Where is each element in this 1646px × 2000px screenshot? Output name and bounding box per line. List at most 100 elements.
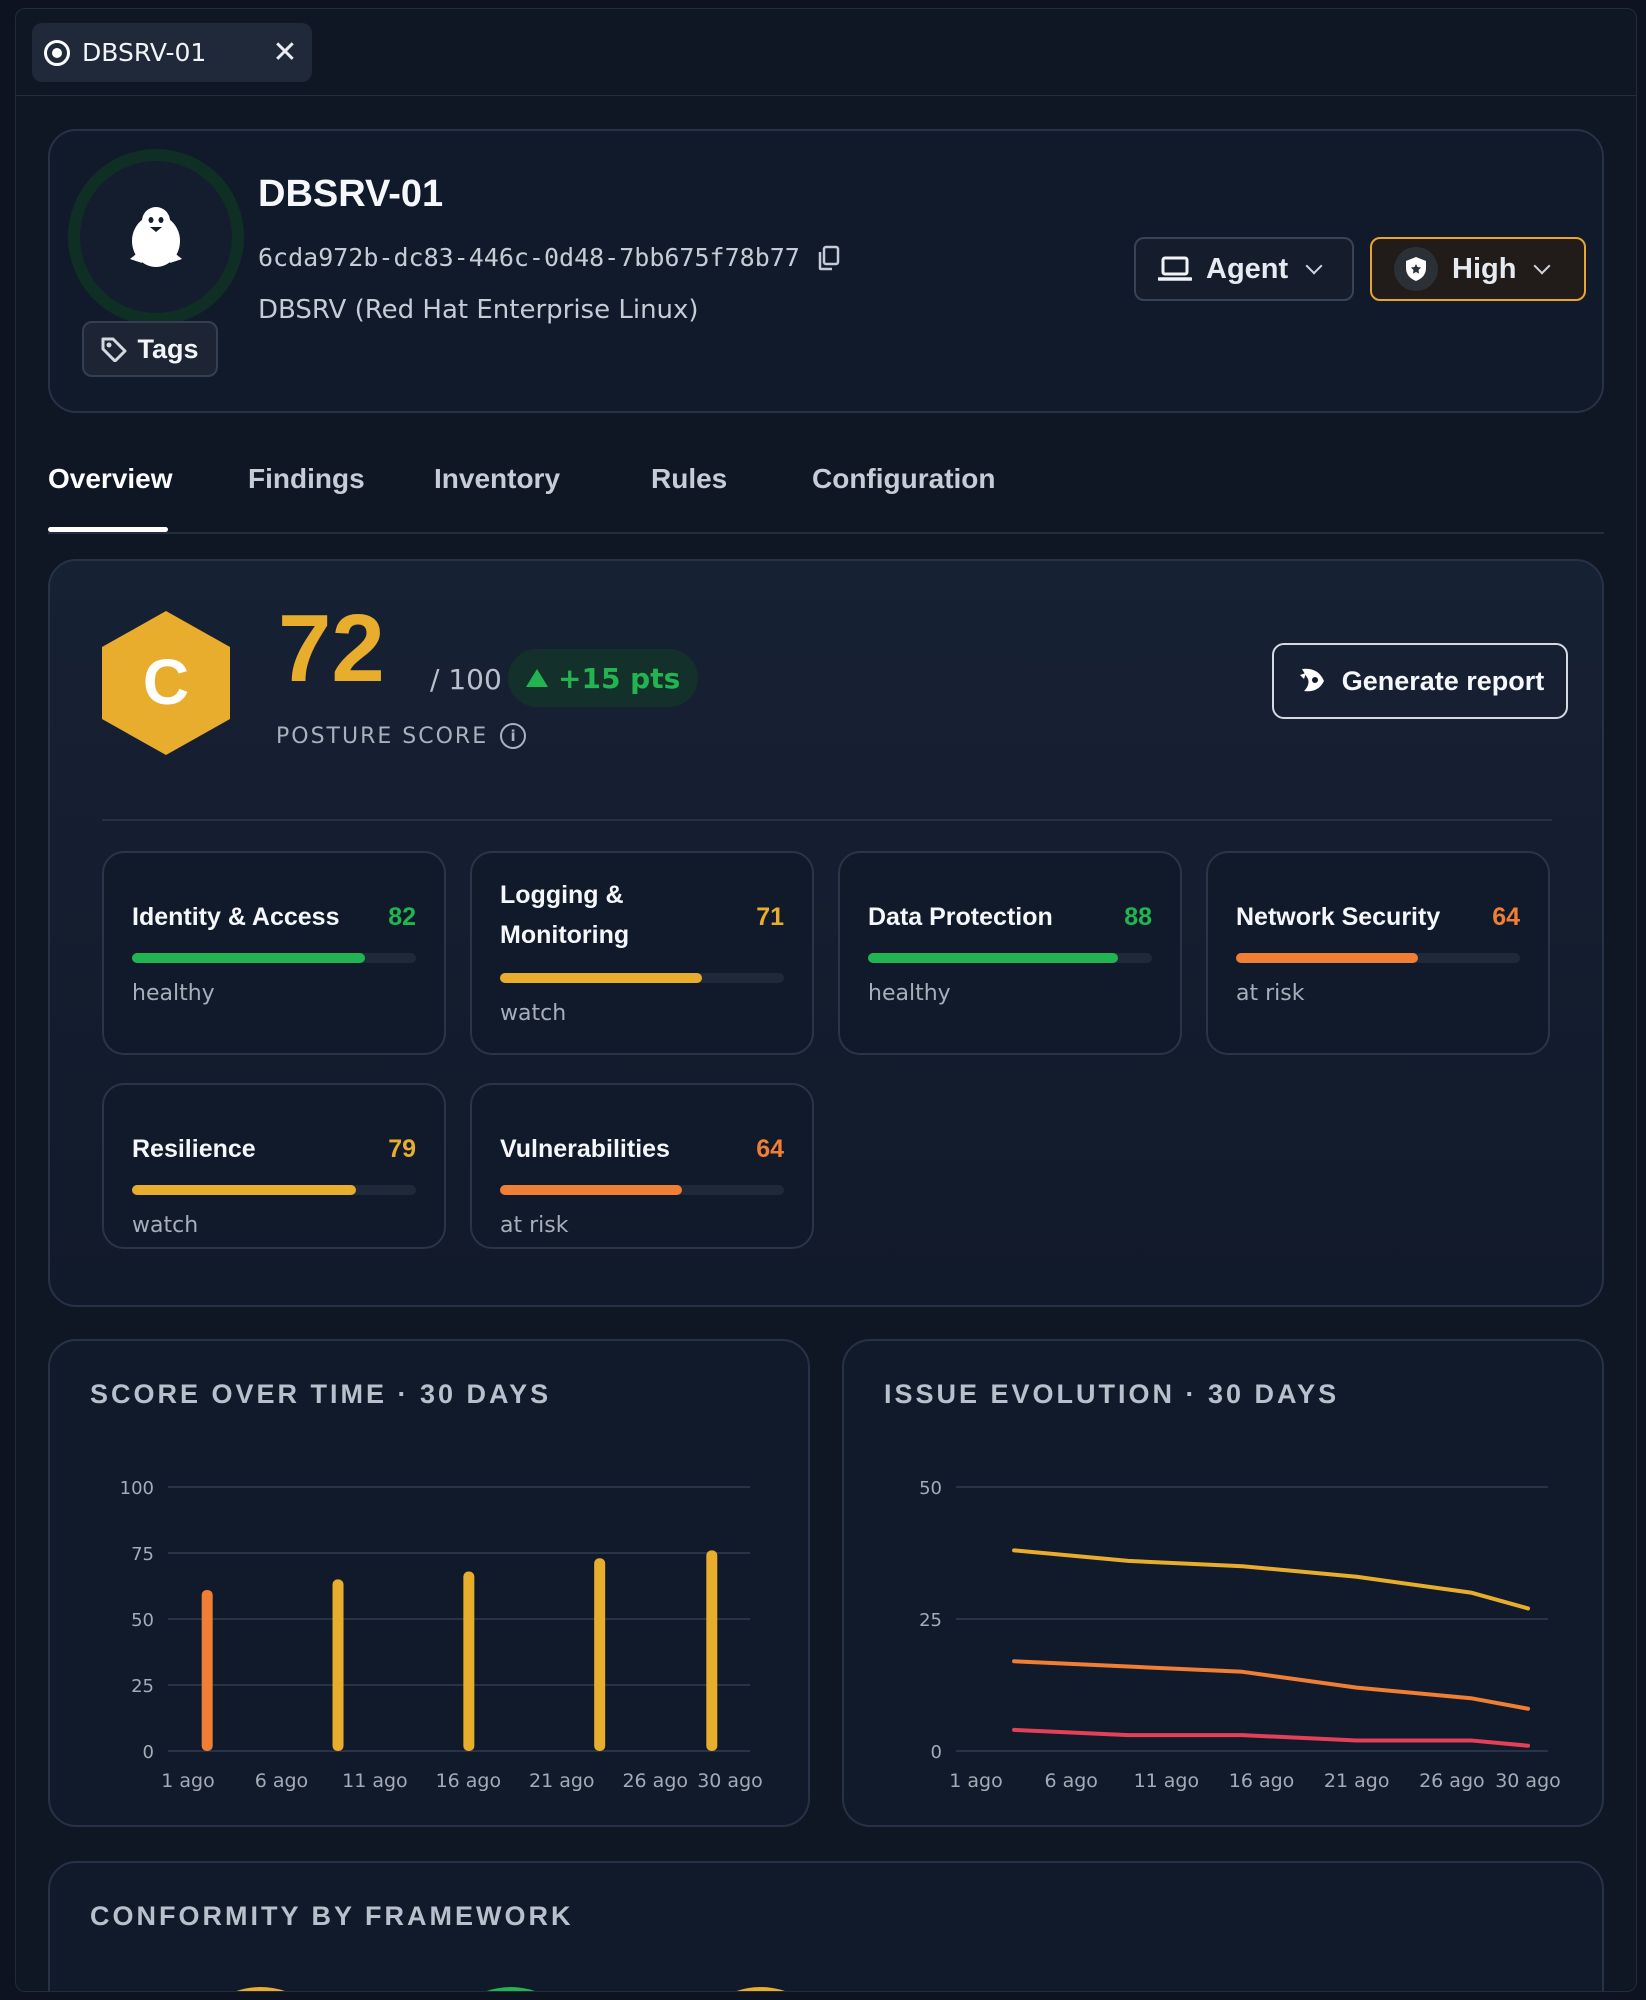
- score-over-time-chart: 0 25 50 75 100 1 ago 6 ago 11 ago 16 ago 21 ago 26…: [120, 1478, 763, 1792]
- severity-dropdown[interactable]: High: [1370, 237, 1586, 301]
- category-name: Vulnerabilities: [500, 1135, 670, 1163]
- host-id: 6cda972b-dc83-446c-0d48-7bb675f78b77: [258, 243, 840, 272]
- issue-evolution-card: ISSUE EVOLUTION · 30 DAYS 0 25 50 1 ago 6 ag…: [842, 1339, 1604, 1827]
- tags-button[interactable]: Tags: [82, 321, 218, 377]
- issue-series-line: [1012, 1548, 1530, 1611]
- score-bar: [332, 1579, 344, 1751]
- y-tick-label: 75: [131, 1544, 154, 1565]
- host-os: DBSRV (Red Hat Enterprise Linux): [258, 295, 699, 325]
- category-status: healthy: [132, 981, 215, 1006]
- score-delta-badge: +15 pts: [508, 649, 699, 707]
- posture-score-value: 72: [278, 595, 385, 702]
- page-title: DBSRV-01: [258, 173, 444, 215]
- x-tick-label: 1 ago: [949, 1770, 1002, 1792]
- tag-icon: [101, 337, 127, 362]
- issue-series-line: [1012, 1659, 1530, 1711]
- category-status: at risk: [500, 1213, 569, 1238]
- grade-badge: C: [102, 611, 230, 755]
- x-tick-label: 6 ago: [1044, 1770, 1097, 1792]
- category-progress-track: [1236, 953, 1520, 963]
- x-tick-label: 1 ago: [161, 1770, 214, 1792]
- host-header-card: Tags DBSRV-01 6cda972b-dc83-446c-0d48-7b…: [48, 129, 1604, 413]
- tab-rules[interactable]: Rules: [651, 463, 728, 494]
- severity-label: High: [1452, 252, 1517, 285]
- issue-series-line: [1012, 1727, 1530, 1748]
- x-tick-label: 16 ago: [436, 1770, 502, 1792]
- shield-icon: [1394, 247, 1438, 291]
- agent-dropdown[interactable]: Agent: [1134, 237, 1354, 301]
- close-icon[interactable]: ✕: [272, 35, 298, 70]
- tab-inventory[interactable]: Inventory: [434, 463, 561, 494]
- window-tab[interactable]: DBSRV-01 ✕: [32, 23, 312, 82]
- x-tick-label: 30 ago: [1495, 1770, 1561, 1792]
- category-name: Identity & Access: [132, 903, 340, 931]
- chart-title: SCORE OVER TIME · 30 DAYS: [90, 1379, 552, 1409]
- category-card[interactable]: Vulnerabilities 64 at risk: [470, 1083, 814, 1249]
- category-card[interactable]: Network Security 64 at risk: [1206, 851, 1550, 1055]
- category-score: 64: [1492, 903, 1520, 931]
- category-card[interactable]: Logging & Monitoring 71 watch: [470, 851, 814, 1055]
- posture-card: C 72 / 100 +15 pts POSTURE SCORE i Gener…: [48, 559, 1604, 1307]
- framework-card: CONFORMITY BY FRAMEWORK: [48, 1861, 1604, 1991]
- window-tab-bar: DBSRV-01 ✕: [16, 9, 1636, 96]
- category-progress-track: [500, 1185, 784, 1195]
- framework-title: CONFORMITY BY FRAMEWORK: [90, 1901, 574, 1931]
- chevron-down-icon: [1533, 257, 1551, 275]
- x-tick-label: 26 ago: [1419, 1770, 1485, 1792]
- x-tick-label: 6 ago: [255, 1770, 308, 1792]
- posture-score-label-text: POSTURE SCORE: [276, 723, 489, 749]
- y-tick-label: 0: [931, 1742, 942, 1763]
- tab-overview[interactable]: Overview: [48, 463, 173, 494]
- category-card[interactable]: Data Protection 88 healthy: [838, 851, 1182, 1055]
- tags-label: Tags: [137, 333, 199, 364]
- chevron-down-icon: [1305, 257, 1323, 275]
- score-over-time-card: SCORE OVER TIME · 30 DAYS 0 25 50 75 100 1 ag…: [48, 1339, 810, 1827]
- info-icon[interactable]: i: [500, 723, 527, 749]
- app-window: DBSRV-01 ✕ Tags DBSRV-01 6cda: [15, 8, 1637, 1992]
- category-status: watch: [132, 1213, 199, 1238]
- x-tick-label: 21 ago: [529, 1770, 595, 1792]
- category-progress-track: [500, 973, 784, 983]
- category-card[interactable]: Resilience 79 watch: [102, 1083, 446, 1249]
- chart-title: ISSUE EVOLUTION · 30 DAYS: [884, 1379, 1340, 1409]
- y-tick-label: 0: [143, 1742, 154, 1763]
- x-tick-label: 16 ago: [1229, 1770, 1295, 1792]
- grade-letter: C: [143, 646, 189, 718]
- score-delta-text: +15 pts: [558, 661, 681, 695]
- category-progress-track: [132, 1185, 416, 1195]
- category-progress-fill: [1236, 953, 1418, 963]
- category-name: Network Security: [1236, 903, 1441, 931]
- laptop-icon: [1158, 256, 1192, 281]
- y-tick-label: 25: [131, 1676, 154, 1697]
- category-status: watch: [500, 1001, 567, 1026]
- active-tab-indicator: [48, 527, 168, 532]
- generate-report-label: Generate report: [1341, 665, 1545, 696]
- host-id-text: 6cda972b-dc83-446c-0d48-7bb675f78b77: [258, 243, 800, 272]
- window-tab-title: DBSRV-01: [82, 38, 207, 67]
- category-card[interactable]: Identity & Access 82 healthy: [102, 851, 446, 1055]
- category-progress-fill: [500, 1185, 682, 1195]
- y-tick-label: 50: [131, 1610, 154, 1631]
- category-name: Resilience: [132, 1135, 256, 1163]
- x-tick-label: 21 ago: [1324, 1770, 1390, 1792]
- category-score: 64: [756, 1135, 784, 1163]
- x-tick-label: 11 ago: [1134, 1770, 1200, 1792]
- x-tick-label: 11 ago: [342, 1770, 408, 1792]
- generate-report-button[interactable]: Generate report: [1272, 643, 1568, 719]
- y-tick-label: 50: [919, 1478, 942, 1499]
- y-tick-label: 100: [120, 1478, 154, 1499]
- issue-evolution-chart: 0 25 50 1 ago 6 ago 11 ago 16 ago 21 ago 26 ago 3…: [919, 1478, 1561, 1792]
- copy-icon[interactable]: [818, 245, 840, 271]
- app-icon: [44, 39, 70, 66]
- category-progress-fill: [500, 973, 702, 983]
- linux-penguin-icon: [130, 207, 182, 267]
- agent-label: Agent: [1206, 252, 1289, 285]
- y-tick-label: 25: [919, 1610, 942, 1631]
- tab-configuration[interactable]: Configuration: [812, 463, 996, 494]
- category-progress-track: [132, 953, 416, 963]
- category-progress-track: [868, 953, 1152, 963]
- category-status: at risk: [1236, 981, 1305, 1006]
- category-status: healthy: [868, 981, 951, 1006]
- x-tick-label: 30 ago: [697, 1770, 763, 1792]
- tab-findings[interactable]: Findings: [248, 463, 365, 494]
